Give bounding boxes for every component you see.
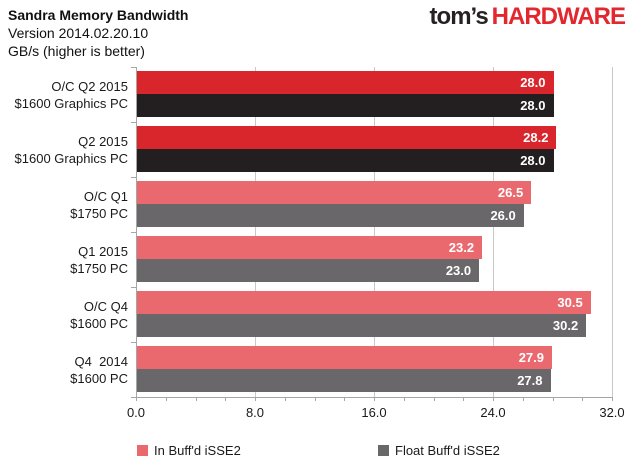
- category-label: O/C Q2 2015 $1600 Graphics PC: [0, 67, 128, 122]
- y-axis-category-tick: [131, 232, 136, 233]
- category-label: Q1 2015 $1750 PC: [0, 232, 128, 287]
- x-axis-minor-tick: [165, 397, 167, 401]
- x-axis-minor-tick: [463, 397, 465, 401]
- category-label: O/C Q1 $1750 PC: [0, 177, 128, 232]
- bar-in-buffd: 28.0: [137, 71, 554, 94]
- bar-value-label: 26.0: [490, 208, 516, 223]
- x-axis-tick-label: 16.0: [361, 405, 387, 420]
- legend-swatch-float-buffd: [378, 445, 389, 456]
- category-label-line1: O/C Q2 2015: [51, 78, 128, 94]
- bar-float-buffd: 26.0: [137, 204, 524, 227]
- x-axis-minor-tick: [582, 397, 584, 401]
- bar-value-label: 28.2: [523, 130, 549, 145]
- category-label-line2: $1600 Graphics PC: [14, 150, 128, 166]
- category-label: O/C Q4 $1600 PC: [0, 287, 128, 342]
- bar-float-buffd: 27.8: [137, 369, 551, 392]
- x-axis-minor-tick: [433, 397, 435, 401]
- category-label-line1: Q4 2014: [74, 353, 129, 369]
- bar-in-buffd: 26.5: [137, 181, 532, 204]
- bar-float-buffd: 23.0: [137, 259, 480, 282]
- x-axis-tick-label: 8.0: [245, 405, 265, 420]
- category-label-line1: O/C Q4: [83, 298, 128, 314]
- legend-item-in-buffd: In Buff'd iSSE2: [137, 443, 241, 458]
- x-axis-minor-tick: [284, 397, 286, 401]
- category-label-line2: $1750 PC: [70, 205, 128, 221]
- legend-label: Float Buff'd iSSE2: [395, 443, 500, 458]
- y-axis-category-tick: [131, 122, 136, 123]
- category-label-line2: $1750 PC: [70, 260, 128, 276]
- bar-value-label: 30.2: [552, 318, 579, 333]
- bar-value-label: 23.2: [448, 240, 475, 255]
- legend-swatch-in-buffd: [137, 445, 148, 456]
- gridline-x-8: [255, 67, 256, 397]
- category-label-line1: Q2 2015: [78, 133, 128, 149]
- x-axis-tick-label: 0.0: [126, 405, 146, 420]
- logo-hardware-text: HARDWARE: [491, 3, 626, 30]
- logo-toms-text: tom’s: [429, 3, 489, 30]
- bar-value-label: 26.5: [497, 185, 524, 200]
- bar-float-buffd: 30.2: [137, 314, 587, 337]
- chart-header: Sandra Memory Bandwidth Version 2014.02.…: [8, 6, 188, 60]
- gridline-x-16: [374, 67, 375, 397]
- chart-version: Version 2014.02.20.10: [8, 25, 149, 41]
- gridline-x-24: [493, 67, 494, 397]
- category-label-line1: O/C Q1: [83, 188, 128, 204]
- category-label-line2: $1600 PC: [70, 315, 128, 331]
- chart-title: Sandra Memory Bandwidth: [8, 7, 189, 23]
- x-axis-minor-tick: [612, 397, 613, 401]
- category-label-line2: $1600 PC: [70, 370, 128, 386]
- y-axis-category-tick: [131, 287, 136, 288]
- bar-value-label: 27.9: [518, 350, 544, 365]
- bar-in-buffd: 27.9: [137, 346, 552, 369]
- x-axis-minor-tick: [403, 397, 405, 401]
- x-axis-minor-tick: [225, 397, 227, 401]
- plot-area: 28.0 28.0 28.2 28.0 26.5 26.0 23.2 23.0 30.5 30.2…: [136, 67, 613, 398]
- x-axis-minor-tick: [314, 397, 316, 401]
- bar-in-buffd: 23.2: [137, 236, 483, 259]
- x-axis-minor-tick: [344, 397, 346, 401]
- chart-unit-note: GB/s (higher is better): [8, 43, 145, 59]
- legend-item-float-buffd: Float Buff'd iSSE2: [378, 443, 500, 458]
- bar-float-buffd: 28.0: [137, 94, 554, 117]
- x-axis-minor-tick: [136, 397, 137, 401]
- legend-label: In Buff'd iSSE2: [154, 443, 241, 458]
- bar-value-label: 28.0: [520, 153, 546, 168]
- category-label: Q4 2014 $1600 PC: [0, 342, 128, 397]
- bar-float-buffd: 28.0: [137, 149, 554, 172]
- y-axis-category-tick: [131, 67, 136, 68]
- toms-hardware-logo: tom’s HARDWARE: [429, 3, 626, 31]
- x-axis-minor-tick: [522, 397, 524, 401]
- bar-in-buffd: 30.5: [137, 291, 591, 314]
- x-axis-tick-label: 24.0: [480, 405, 506, 420]
- bar-value-label: 27.8: [517, 373, 543, 388]
- y-axis-category-tick: [131, 342, 136, 343]
- x-axis-minor-tick: [255, 397, 256, 401]
- bar-in-buffd: 28.2: [137, 126, 557, 149]
- bar-value-label: 23.0: [445, 263, 472, 278]
- bar-value-label: 30.5: [557, 295, 583, 310]
- x-axis-minor-tick: [374, 397, 375, 401]
- x-axis-minor-tick: [195, 397, 197, 401]
- category-label-line1: Q1 2015: [78, 243, 128, 259]
- bar-value-label: 28.0: [520, 75, 546, 90]
- y-axis-category-tick: [131, 397, 136, 398]
- category-label-line2: $1600 Graphics PC: [14, 95, 128, 111]
- x-axis-tick-label: 32.0: [599, 405, 625, 420]
- gridline-x-32: [612, 67, 613, 397]
- x-axis-minor-tick: [493, 397, 494, 401]
- category-label: Q2 2015 $1600 Graphics PC: [0, 122, 128, 177]
- x-axis-minor-tick: [552, 397, 554, 401]
- bar-value-label: 28.0: [520, 98, 546, 113]
- y-axis-category-tick: [131, 177, 136, 178]
